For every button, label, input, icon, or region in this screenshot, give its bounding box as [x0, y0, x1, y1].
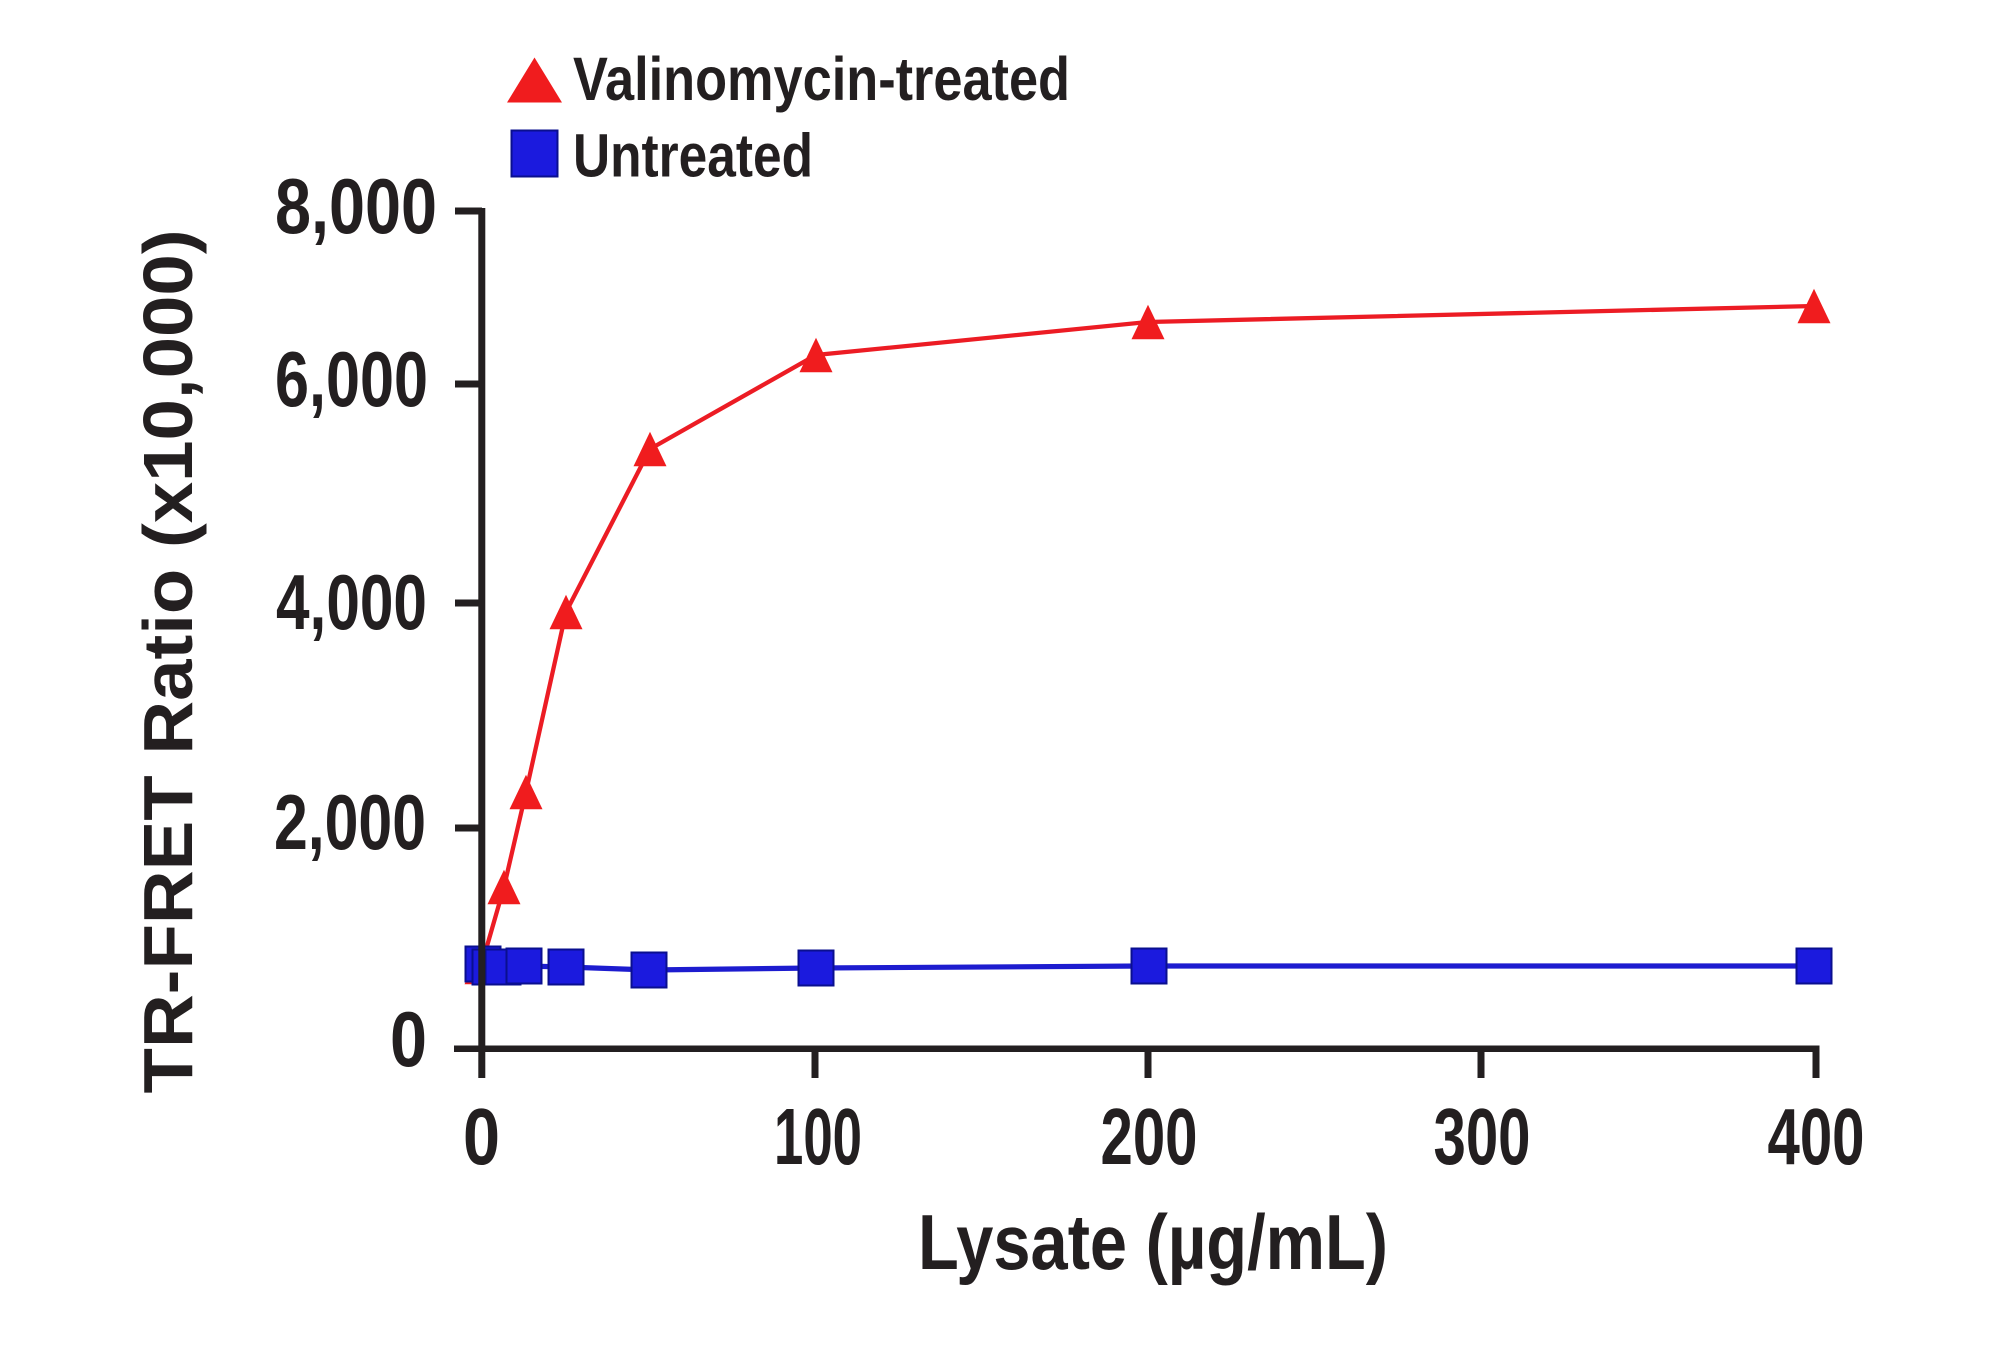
- svg-text:2,000: 2,000: [274, 778, 426, 866]
- svg-text:0: 0: [390, 995, 427, 1083]
- svg-text:400: 400: [1768, 1092, 1865, 1181]
- svg-text:4,000: 4,000: [276, 558, 427, 646]
- svg-text:Untreated: Untreated: [573, 122, 813, 191]
- svg-text:100: 100: [774, 1092, 862, 1181]
- svg-text:TR-FRET Ratio (x10,000): TR-FRET Ratio (x10,000): [129, 230, 207, 1094]
- svg-text:0: 0: [463, 1092, 500, 1181]
- svg-text:6,000: 6,000: [275, 335, 428, 423]
- svg-text:Lysate (µg/mL): Lysate (µg/mL): [918, 1198, 1388, 1286]
- svg-text:200: 200: [1101, 1092, 1198, 1181]
- svg-text:8,000: 8,000: [275, 162, 437, 250]
- svg-text:Valinomycin-treated: Valinomycin-treated: [573, 45, 1070, 114]
- svg-text:300: 300: [1434, 1092, 1531, 1181]
